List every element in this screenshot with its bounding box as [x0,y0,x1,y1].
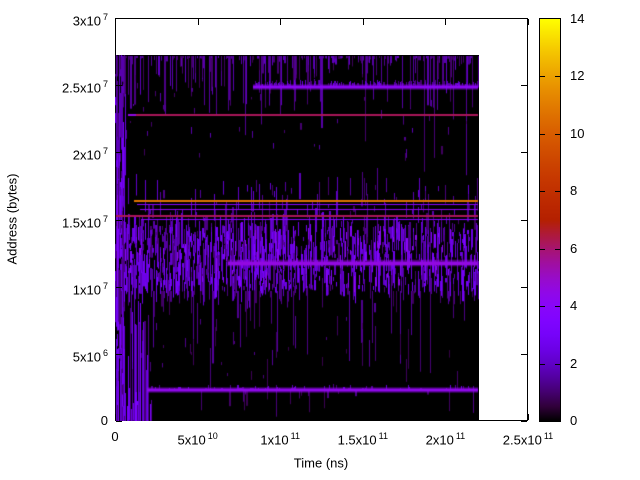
y-tick-mark-mirror [521,152,527,154]
y-tick-mark [116,152,122,154]
x-tick-mark [280,414,282,420]
colorbar-tick-mark [540,363,545,365]
colorbar-tick-mark [555,306,560,308]
y-tick-mark [116,353,122,355]
x-tick-mark [115,414,116,420]
colorbar-tick-label: 14 [570,11,585,26]
x-tick-label: 0 [111,429,119,444]
x-axis-title: Time (ns) [293,455,349,471]
colorbar-tick-mark [555,133,560,135]
y-tick-label: 1x10 7 [72,280,108,297]
x-tick-label: 5x10 10 [177,431,218,448]
y-tick-mark-mirror [521,353,527,355]
x-tick-label: 2x10 11 [425,431,466,448]
colorbar-tick-mark [555,76,560,78]
y-tick-label: 0 [100,413,108,428]
y-tick-mark [116,286,122,288]
colorbar-tick-mark [555,191,560,193]
x-tick-mark [197,414,199,420]
colorbar-tick-label: 6 [570,240,578,256]
x-tick-mark [445,414,447,420]
y-tick-label: 2x10 7 [72,146,108,163]
x-tick-mark-mirror [445,19,447,25]
colorbar-tick-mark [540,306,545,308]
colorbar-tick-label: 4 [570,298,578,314]
y-tick-mark [116,18,122,19]
y-tick-mark-mirror [521,286,527,288]
x-tick-label: 1.5x10 11 [337,431,388,448]
colorbar-tick-mark [540,133,545,135]
colorbar-tick-mark [555,248,560,250]
y-tick-label: 3x10 7 [72,12,108,29]
y-tick-label: 5x10 6 [72,347,108,365]
x-tick-label: 2.5x10 11 [502,431,554,448]
colorbar-gradient [539,18,561,422]
x-tick-mark-mirror [115,19,116,25]
y-tick-mark [116,421,122,422]
colorbar-tick-mark [555,363,560,365]
heatmap-canvas [115,55,479,421]
colorbar-tick-label: 10 [570,125,585,141]
y-tick-mark [116,219,122,221]
y-tick-label: 2.5x10 7 [61,79,108,96]
x-tick-mark [362,414,364,420]
y-tick-mark-mirror [521,421,527,422]
x-tick-mark-mirror [280,19,282,25]
colorbar-tick-mark [540,76,545,78]
y-tick-mark-mirror [521,85,527,87]
colorbar-tick-mark [540,191,545,193]
y-tick-label: 1.5x10 7 [61,213,108,230]
y-tick-mark [116,85,122,87]
x-tick-label: 1x10 11 [260,431,300,448]
colorbar-tick-label: 0 [570,413,578,428]
y-tick-mark-mirror [521,219,527,221]
x-tick-mark [528,414,529,420]
colorbar-tick-label: 12 [570,68,585,84]
x-tick-mark-mirror [362,19,364,25]
colorbar-tick-label: 8 [570,183,578,199]
colorbar-tick-label: 2 [570,355,578,371]
x-tick-mark-mirror [528,19,529,25]
x-tick-mark-mirror [197,19,199,25]
y-tick-mark-mirror [521,18,527,19]
colorbar-tick-mark [540,248,545,250]
